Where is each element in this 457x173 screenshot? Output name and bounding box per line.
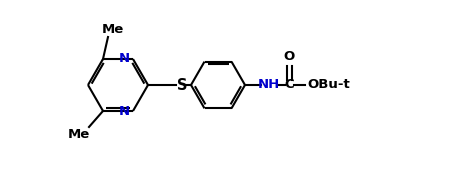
Text: N: N <box>119 52 130 65</box>
Text: S: S <box>177 78 187 93</box>
Text: Me: Me <box>68 129 90 142</box>
Text: C: C <box>284 79 294 92</box>
Text: NH: NH <box>258 79 280 92</box>
Text: O: O <box>283 49 295 62</box>
Text: OBu-t: OBu-t <box>308 79 351 92</box>
Text: N: N <box>119 106 130 119</box>
Text: Me: Me <box>102 22 124 35</box>
